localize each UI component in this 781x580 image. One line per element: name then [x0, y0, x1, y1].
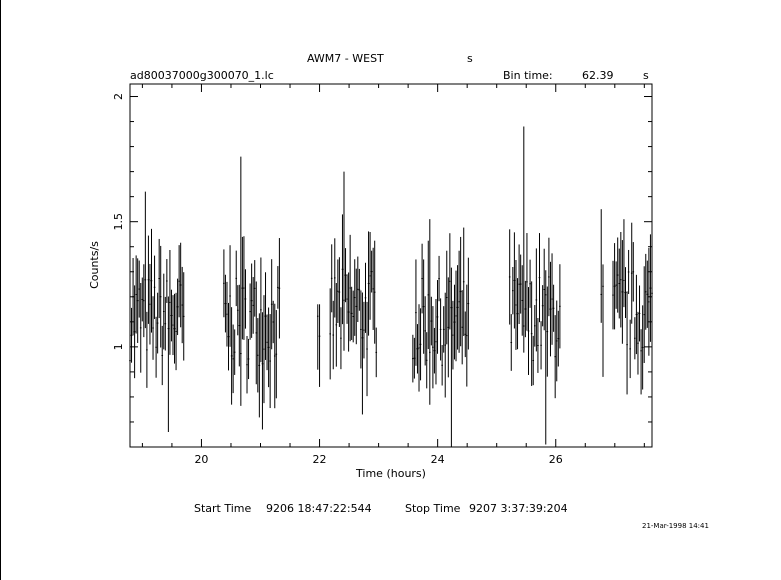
y-axis-label: Counts/s: [88, 241, 101, 289]
y-tick-label: 2: [112, 93, 125, 100]
filename-label: ad80037000g300070_1.lc: [130, 69, 274, 82]
x-axis-label: Time (hours): [355, 467, 426, 480]
x-tick-label: 20: [194, 453, 208, 466]
x-tick-label: 26: [549, 453, 563, 466]
x-tick-label: 22: [313, 453, 327, 466]
stop-time-label: Stop Time: [405, 502, 461, 515]
start-time-value: 9206 18:47:22:544: [266, 502, 372, 515]
start-time-label: Start Time: [194, 502, 252, 515]
chart-title: AWM7 - WEST: [307, 52, 384, 65]
bin-time-unit: s: [643, 69, 649, 82]
y-tick-label: 1: [112, 343, 125, 350]
axis-tick-labels: 20 22 24 26 1 1.5 2: [112, 93, 563, 466]
timestamp-label: 21-Mar-1998 14:41: [642, 522, 709, 530]
bin-time-value: 62.39: [582, 69, 614, 82]
chart-title-suffix: s: [467, 52, 473, 65]
axis-ticks: [130, 84, 652, 448]
left-border-rule: [0, 0, 1, 580]
stop-time-value: 9207 3:37:39:204: [469, 502, 568, 515]
x-tick-label: 24: [431, 453, 445, 466]
plot-frame: [129, 83, 653, 448]
bin-time-label: Bin time:: [503, 69, 553, 82]
error-bar-series: [129, 126, 653, 447]
y-tick-label: 1.5: [112, 213, 125, 231]
